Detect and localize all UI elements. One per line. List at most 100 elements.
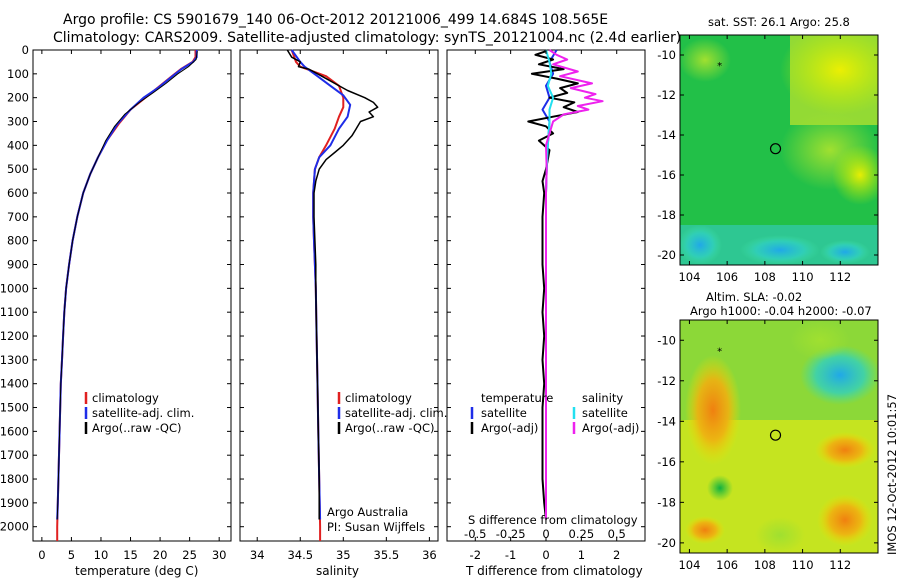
- map-x-tick-label: 104: [678, 270, 700, 284]
- depth-tick-label: 2000: [0, 520, 29, 534]
- depth-tick-label: 800: [7, 234, 29, 248]
- map-x-tick-label: 108: [754, 270, 776, 284]
- s-tick-label: 0.25: [569, 527, 595, 541]
- map-x-tick-label: 112: [829, 558, 851, 572]
- star-marker: *: [717, 61, 722, 72]
- depth-tick-label: 1200: [0, 329, 29, 343]
- sst-warm-patch: [780, 35, 878, 115]
- x-tick-label: 35: [336, 548, 351, 562]
- map-y-tick-label: -16: [657, 168, 676, 182]
- sst-cool-patch: [820, 240, 870, 264]
- s-tick-label: -0.5: [464, 527, 486, 541]
- map-y-tick-label: -18: [657, 208, 676, 222]
- depth-tick-label: 1900: [0, 496, 29, 510]
- sst-map-frame: [679, 34, 879, 266]
- depth-tick-label: 1300: [0, 353, 29, 367]
- map-x-tick-label: 106: [716, 558, 738, 572]
- map-y-tick-label: -12: [657, 374, 676, 388]
- legend-label: satellite-adj. clim.: [345, 406, 447, 420]
- sla-low-patch: [800, 345, 878, 405]
- s-tick-label: 0.5: [608, 527, 626, 541]
- x-tick-label: 0: [542, 548, 549, 562]
- series-line-satellite-adj-clim-: [56, 50, 198, 520]
- depth-tick-label: 400: [7, 138, 29, 152]
- depth-tick-label: 600: [7, 186, 29, 200]
- map-y-tick-label: -14: [657, 128, 676, 142]
- map-y-tick-label: -16: [657, 455, 676, 469]
- depth-tick-label: 1800: [0, 472, 29, 486]
- sla-map: [680, 320, 878, 553]
- depth-tick-label: 1400: [0, 377, 29, 391]
- series-line-argo-raw-qc-: [56, 51, 198, 520]
- map-x-tick-label: 104: [678, 558, 700, 572]
- legend-label: satellite: [481, 406, 527, 420]
- pi-label: PI: Susan Wijffels: [327, 520, 425, 534]
- difference-xlabel: T difference from climatology: [465, 564, 643, 578]
- map-y-tick-label: -20: [657, 536, 676, 550]
- map-y-tick-label: -10: [657, 333, 676, 347]
- x-tick-label: 15: [123, 548, 138, 562]
- argo-position-marker: [769, 429, 782, 441]
- argo-australia-label: Argo Australia: [327, 505, 408, 519]
- depth-tick-label: 0: [22, 43, 29, 57]
- map-x-tick-label: 108: [754, 558, 776, 572]
- x-tick-label: 20: [153, 548, 168, 562]
- sla-low-patch: [790, 320, 850, 360]
- x-tick-label: 2: [613, 548, 620, 562]
- legend-label: climatology: [92, 391, 159, 405]
- sla-map-frame: [679, 319, 879, 554]
- x-tick-label: 10: [94, 548, 109, 562]
- sst-cool-patch: [680, 225, 722, 265]
- sla-title-line2: Argo h1000: -0.04 h2000: -0.07: [690, 304, 872, 318]
- map-x-tick-label: 106: [716, 270, 738, 284]
- x-tick-label: 1: [578, 548, 585, 562]
- x-tick-label: -2: [470, 548, 481, 562]
- map-y-tick-label: -10: [657, 48, 676, 62]
- depth-tick-label: 900: [7, 258, 29, 272]
- series-line-salinity-satellite: [545, 49, 555, 520]
- sst-cool-patch: [740, 235, 820, 265]
- depth-tick-label: 500: [7, 162, 29, 176]
- s-tick-label: 0: [542, 527, 549, 541]
- depth-tick-label: 1500: [0, 401, 29, 415]
- argo-position-marker: [769, 143, 782, 155]
- sst-warm-patch: [680, 38, 731, 82]
- sst-map-title: sat. SST: 26.1 Argo: 25.8: [708, 15, 850, 29]
- map-y-tick-label: -18: [657, 495, 676, 509]
- temperature-plot-frame: [32, 49, 232, 542]
- legend-label: Argo(..raw -QC): [92, 421, 182, 435]
- figure-title-line1: Argo profile: CS 5901679_140 06-Oct-2012…: [63, 12, 608, 28]
- legend-label: Argo(-adj): [481, 421, 538, 435]
- temperature-legend: climatology satellite-adj. clim. Argo(..…: [84, 391, 194, 435]
- depth-tick-label: 300: [7, 115, 29, 129]
- series-line-satellite-adj-clim-: [290, 49, 352, 520]
- depth-tick-label: 700: [7, 210, 29, 224]
- legend-group-title: temperature: [481, 391, 553, 405]
- salinity-legend: climatology satellite-adj. clim. Argo(..…: [337, 391, 447, 435]
- depth-tick-label: 1000: [0, 281, 29, 295]
- x-tick-label: 36: [422, 548, 437, 562]
- x-tick-label: 25: [182, 548, 197, 562]
- sla-low-patch: [707, 475, 733, 501]
- series-line-salinity-argo-adj-: [545, 49, 604, 520]
- depth-axis: 0 100 200 300 400 500 600 700 800 900 1000 1100 1200…: [0, 43, 645, 534]
- series-line-climatology: [56, 50, 197, 541]
- map-y-tick-label: -20: [657, 248, 676, 262]
- x-tick-label: 5: [68, 548, 75, 562]
- x-tick-label: 34: [250, 548, 265, 562]
- temperature-xlabel: temperature (deg C): [75, 564, 198, 578]
- legend-label: satellite-adj. clim.: [92, 406, 194, 420]
- legend-label: Argo(..raw -QC): [345, 421, 435, 435]
- map-y-tick-label: -14: [657, 414, 676, 428]
- s-tick-label: -0.25: [496, 527, 526, 541]
- x-tick-label: 34.5: [287, 548, 313, 562]
- x-tick-label: 30: [212, 548, 227, 562]
- sla-low-patch: [755, 517, 805, 553]
- map-x-tick-label: 112: [829, 270, 851, 284]
- series-line-argo-raw-qc-: [286, 49, 379, 520]
- sla-title-line1: Altim. SLA: -0.02: [706, 290, 802, 304]
- legend-label: climatology: [345, 391, 412, 405]
- legend-group-title: salinity: [582, 391, 623, 405]
- sla-high-patch: [817, 494, 873, 546]
